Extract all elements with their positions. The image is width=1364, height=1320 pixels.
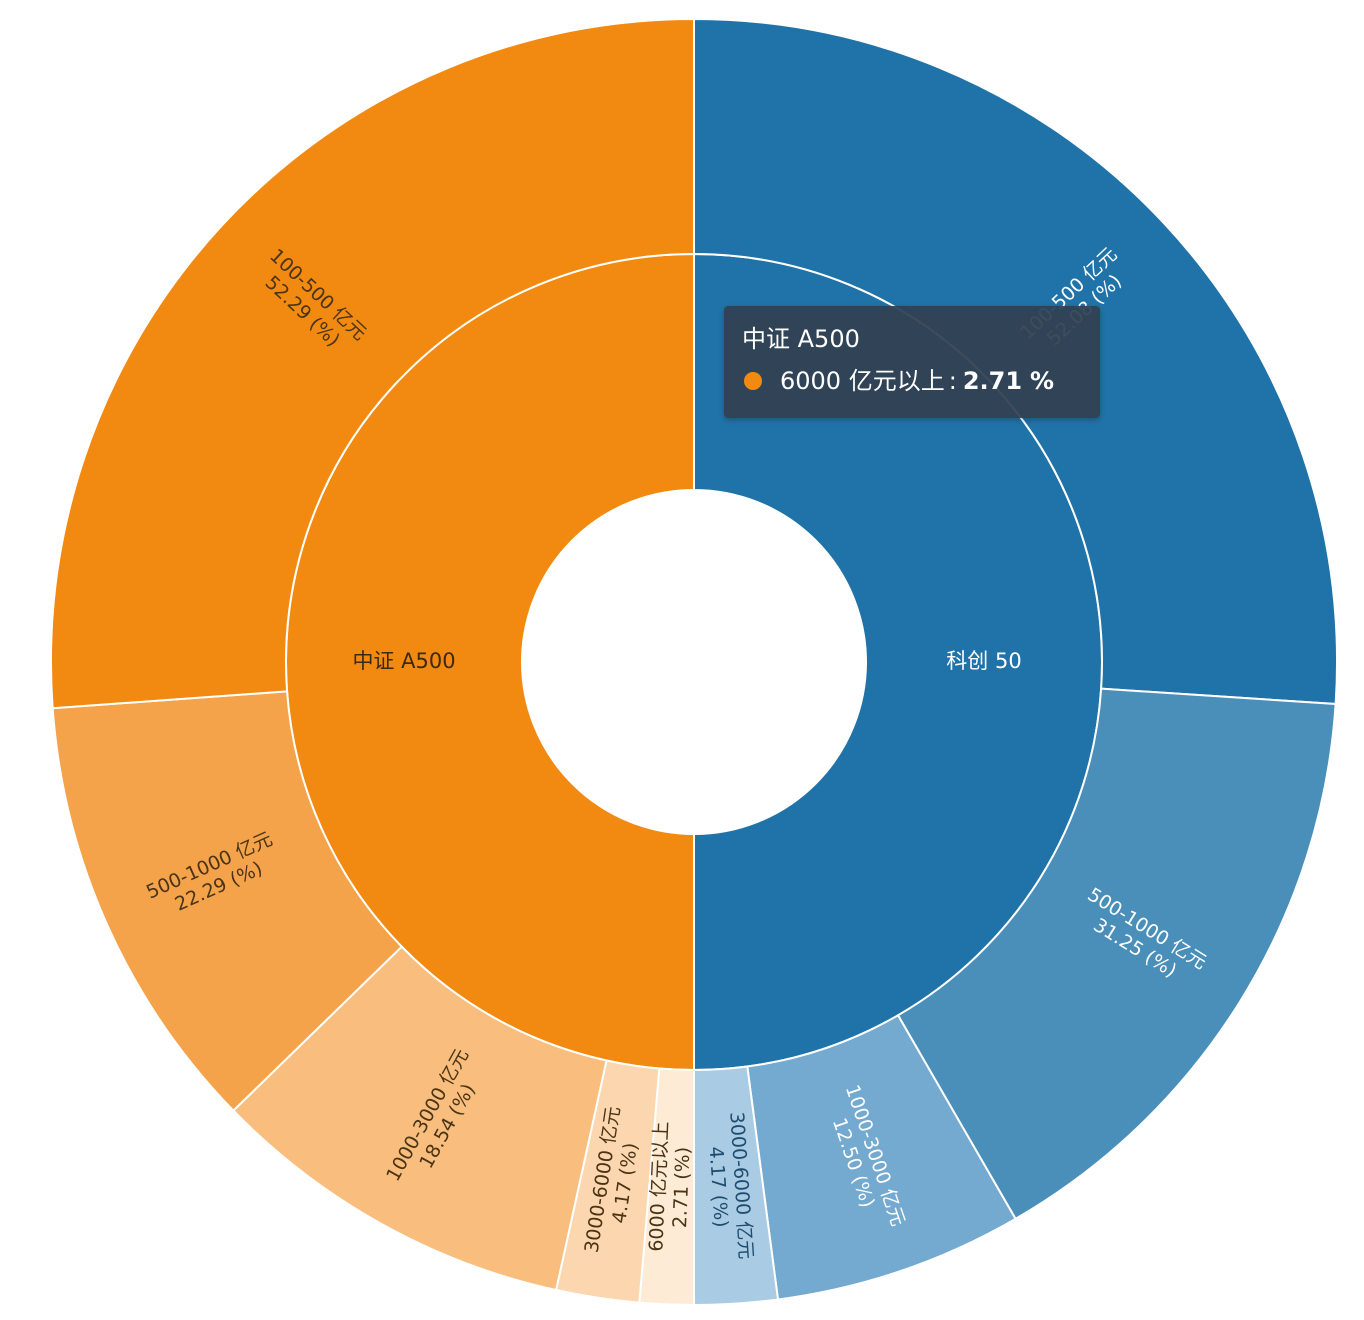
outer-label-value: 2.71 (%) [669, 1146, 694, 1228]
inner-label-a500: 中证 A500 [352, 649, 455, 673]
tooltip-item-label: 6000 亿元以上 [780, 367, 945, 395]
tooltip-value: 2.71 [962, 367, 1023, 395]
outer-label-value: 4.17 (%) [705, 1146, 732, 1229]
sunburst-slices [50, 17, 1339, 1307]
tooltip-row: 6000 亿元以上 : 2.71 % [742, 366, 1082, 396]
outer-label-a500-6000: 6000 亿元以上2.71 (%) [645, 1121, 695, 1253]
tooltip-unit: % [1030, 367, 1055, 395]
outer-slice-a500-100-500[interactable] [50, 17, 695, 710]
tooltip-marker-icon [744, 372, 762, 390]
inner-label-50: 科创 50 [946, 649, 1021, 673]
chart-tooltip: 中证 A500 6000 亿元以上 : 2.71 % [724, 306, 1100, 418]
tooltip-separator: : [948, 367, 957, 395]
tooltip-title: 中证 A500 [742, 325, 860, 353]
outer-slice-a500-500-1000[interactable] [51, 690, 404, 1113]
outer-slice-50-500-1000[interactable] [896, 687, 1337, 1221]
